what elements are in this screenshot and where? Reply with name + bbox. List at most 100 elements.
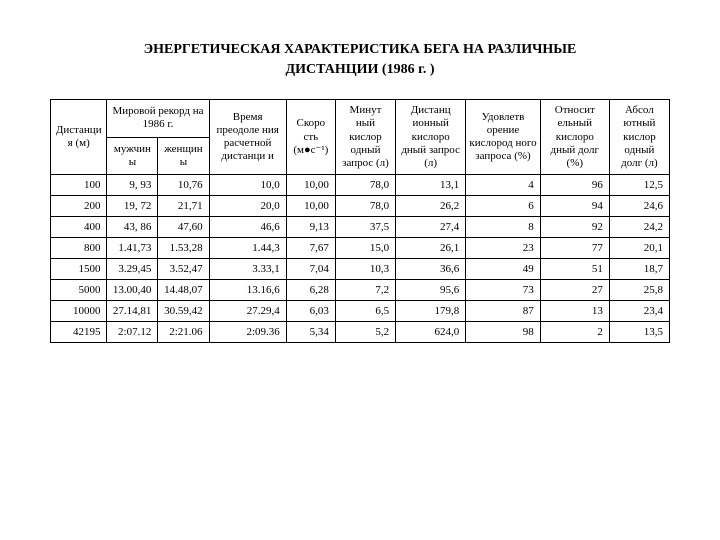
cell: 3.33,1 (209, 259, 286, 280)
cell: 26,2 (396, 196, 466, 217)
cell: 46,6 (209, 217, 286, 238)
cell: 1500 (51, 259, 107, 280)
cell: 21,71 (158, 196, 209, 217)
col-distance: Дистанци я (м) (51, 100, 107, 175)
cell: 4 (466, 175, 541, 196)
cell: 49 (466, 259, 541, 280)
cell: 2:21.06 (158, 322, 209, 343)
cell: 6,03 (286, 301, 335, 322)
table-row: 500013.00,4014.48,0713.16,66,287,295,673… (51, 280, 670, 301)
cell: 94 (540, 196, 609, 217)
cell: 9,13 (286, 217, 335, 238)
cell: 10,76 (158, 175, 209, 196)
col-satisfaction: Удовлетв орение кислород ного запроса (%… (466, 100, 541, 175)
cell: 10,00 (286, 175, 335, 196)
col-minute-demand: Минут ный кислор одный запрос (л) (335, 100, 395, 175)
cell: 27 (540, 280, 609, 301)
col-speed: Скоро сть (м●с⁻¹) (286, 100, 335, 175)
table-row: 421952:07.122:21.062:09.365,345,2624,098… (51, 322, 670, 343)
cell: 7,2 (335, 280, 395, 301)
cell: 10,3 (335, 259, 395, 280)
cell: 6,28 (286, 280, 335, 301)
col-dist-demand: Дистанц ионный кислоро дный запрос (л) (396, 100, 466, 175)
col-absolute-debt: Абсол ютный кислор одный долг (л) (609, 100, 669, 175)
cell: 51 (540, 259, 609, 280)
cell: 26,1 (396, 238, 466, 259)
cell: 179,8 (396, 301, 466, 322)
cell: 24,2 (609, 217, 669, 238)
cell: 13,5 (609, 322, 669, 343)
cell: 400 (51, 217, 107, 238)
cell: 12,5 (609, 175, 669, 196)
col-women: женщин ы (158, 137, 209, 174)
cell: 6 (466, 196, 541, 217)
cell: 23,4 (609, 301, 669, 322)
cell: 30.59,42 (158, 301, 209, 322)
col-relative-debt: Относит ельный кислоро дный долг (%) (540, 100, 609, 175)
cell: 23 (466, 238, 541, 259)
cell: 13.00,40 (107, 280, 158, 301)
table-row: 1009, 9310,7610,010,0078,013,149612,5 (51, 175, 670, 196)
cell: 3.52,47 (158, 259, 209, 280)
cell: 7,04 (286, 259, 335, 280)
table-row: 40043, 8647,6046,69,1337,527,489224,2 (51, 217, 670, 238)
col-record: Мировой рекорд на 1986 г. (107, 100, 209, 137)
cell: 6,5 (335, 301, 395, 322)
cell: 10000 (51, 301, 107, 322)
cell: 15,0 (335, 238, 395, 259)
col-time: Время преодоле ния расчетной дистанци и (209, 100, 286, 175)
cell: 98 (466, 322, 541, 343)
cell: 1.53,28 (158, 238, 209, 259)
cell: 18,7 (609, 259, 669, 280)
cell: 624,0 (396, 322, 466, 343)
cell: 43, 86 (107, 217, 158, 238)
cell: 37,5 (335, 217, 395, 238)
cell: 5,2 (335, 322, 395, 343)
cell: 20,0 (209, 196, 286, 217)
cell: 27.29,4 (209, 301, 286, 322)
cell: 78,0 (335, 196, 395, 217)
cell: 19, 72 (107, 196, 158, 217)
table-title: ЭНЕРГЕТИЧЕСКАЯ ХАРАКТЕРИСТИКА БЕГА НА РА… (50, 40, 670, 79)
table-row: 1000027.14,8130.59,4227.29,46,036,5179,8… (51, 301, 670, 322)
cell: 92 (540, 217, 609, 238)
table-row: 20019, 7221,7120,010,0078,026,269424,6 (51, 196, 670, 217)
cell: 96 (540, 175, 609, 196)
cell: 7,67 (286, 238, 335, 259)
cell: 800 (51, 238, 107, 259)
col-men: мужчин ы (107, 137, 158, 174)
cell: 27.14,81 (107, 301, 158, 322)
cell: 42195 (51, 322, 107, 343)
cell: 1.44,3 (209, 238, 286, 259)
cell: 13 (540, 301, 609, 322)
cell: 8 (466, 217, 541, 238)
cell: 13,1 (396, 175, 466, 196)
cell: 36,6 (396, 259, 466, 280)
table-row: 15003.29,453.52,473.33,17,0410,336,64951… (51, 259, 670, 280)
cell: 27,4 (396, 217, 466, 238)
cell: 10,0 (209, 175, 286, 196)
cell: 5,34 (286, 322, 335, 343)
cell: 14.48,07 (158, 280, 209, 301)
cell: 95,6 (396, 280, 466, 301)
cell: 5000 (51, 280, 107, 301)
cell: 9, 93 (107, 175, 158, 196)
cell: 78,0 (335, 175, 395, 196)
cell: 24,6 (609, 196, 669, 217)
cell: 2:09.36 (209, 322, 286, 343)
data-table: Дистанци я (м) Мировой рекорд на 1986 г.… (50, 99, 670, 343)
cell: 100 (51, 175, 107, 196)
table-body: 1009, 9310,7610,010,0078,013,149612,5200… (51, 175, 670, 343)
title-line1: ЭНЕРГЕТИЧЕСКАЯ ХАРАКТЕРИСТИКА БЕГА НА РА… (144, 42, 577, 57)
cell: 13.16,6 (209, 280, 286, 301)
cell: 20,1 (609, 238, 669, 259)
cell: 1.41,73 (107, 238, 158, 259)
cell: 47,60 (158, 217, 209, 238)
cell: 2 (540, 322, 609, 343)
cell: 77 (540, 238, 609, 259)
cell: 25,8 (609, 280, 669, 301)
cell: 200 (51, 196, 107, 217)
cell: 87 (466, 301, 541, 322)
cell: 73 (466, 280, 541, 301)
cell: 10,00 (286, 196, 335, 217)
